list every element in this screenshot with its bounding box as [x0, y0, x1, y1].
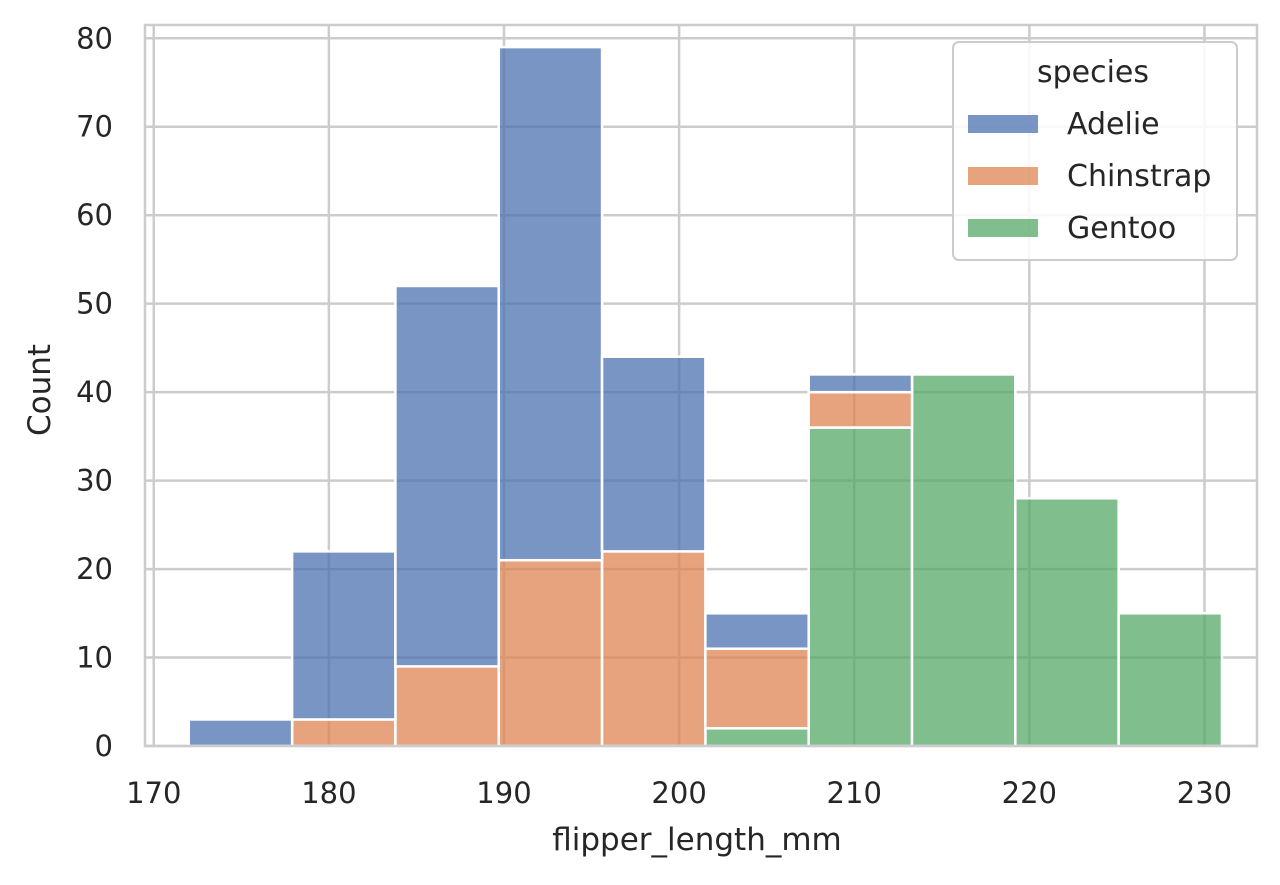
- y-tick-label: 0: [95, 729, 113, 763]
- bar-chinstrap: [807, 390, 914, 429]
- bar-adelie: [497, 45, 604, 562]
- x-tick-label: 210: [827, 776, 882, 810]
- y-tick-label: 10: [76, 641, 113, 675]
- y-axis-label: Count: [22, 344, 58, 436]
- x-tick-label: 170: [126, 776, 181, 810]
- y-tick-label: 80: [76, 21, 113, 55]
- bar-adelie: [807, 373, 914, 394]
- bar-gentoo: [910, 373, 1017, 748]
- bar-chinstrap: [290, 718, 397, 748]
- bar-chinstrap: [600, 550, 707, 748]
- legend-box: [952, 41, 1238, 261]
- bar-adelie: [187, 718, 294, 748]
- bar-chinstrap: [394, 665, 500, 748]
- bar-adelie: [600, 355, 707, 553]
- y-tick-label: 60: [76, 198, 113, 232]
- y-tick-label: 40: [76, 375, 113, 409]
- bar-gentoo: [1014, 497, 1120, 748]
- bar-adelie: [290, 550, 397, 721]
- bars: [187, 45, 1224, 748]
- bar-adelie: [704, 612, 810, 650]
- x-tick-label: 230: [1177, 776, 1232, 810]
- x-tick-label: 190: [476, 776, 531, 810]
- bar-chinstrap: [497, 558, 604, 748]
- x-tick-label: 200: [651, 776, 706, 810]
- x-axis-label: flipper_length_mm: [552, 822, 842, 858]
- legend-label-adelie: Adelie: [1067, 107, 1160, 142]
- legend-swatch-adelie: [968, 115, 1038, 133]
- tick-labels: 170 180 190 200 210 220 230 0 10 20 30 40 50 60 70 80: [76, 21, 1232, 810]
- y-tick-label: 30: [76, 464, 113, 498]
- legend: species Adelie Chinstrap Gentoo: [952, 41, 1238, 261]
- legend-label-chinstrap: Chinstrap: [1067, 159, 1211, 194]
- legend-swatch-gentoo: [968, 219, 1038, 237]
- x-tick-label: 180: [301, 776, 356, 810]
- legend-label-gentoo: Gentoo: [1067, 211, 1176, 246]
- bar-gentoo: [704, 727, 810, 748]
- y-tick-label: 20: [76, 552, 113, 586]
- bar-gentoo: [1117, 612, 1224, 748]
- y-tick-label: 50: [76, 287, 113, 321]
- y-tick-label: 70: [76, 110, 113, 144]
- bar-gentoo: [807, 426, 914, 748]
- legend-title: species: [1037, 55, 1149, 90]
- bar-adelie: [394, 284, 500, 668]
- legend-swatch-chinstrap: [968, 167, 1038, 185]
- bar-chinstrap: [704, 647, 810, 730]
- plot-frame: [143, 23, 1259, 748]
- x-tick-label: 220: [1002, 776, 1057, 810]
